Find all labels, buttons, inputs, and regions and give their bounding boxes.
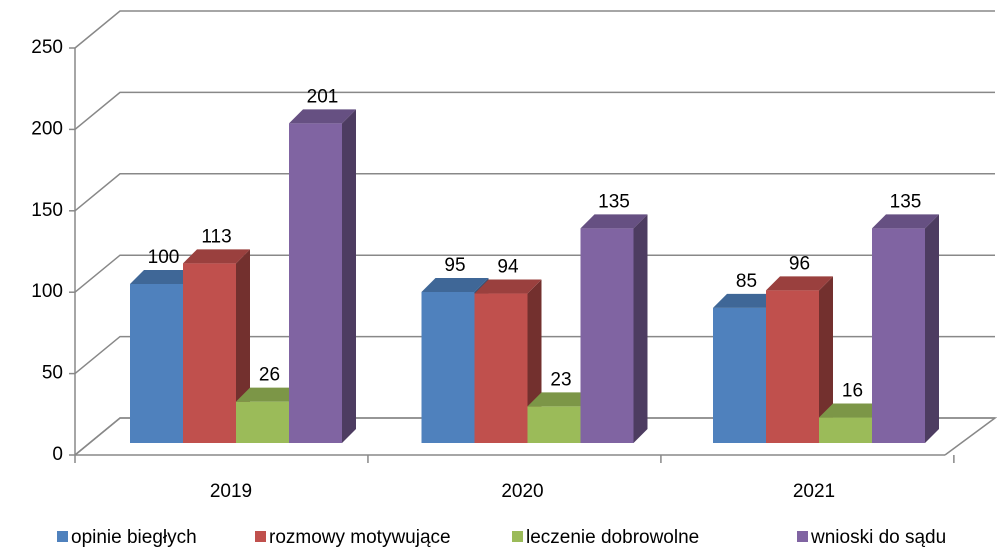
value-label: 26 — [259, 365, 280, 386]
bar — [474, 293, 528, 443]
bar — [130, 284, 183, 443]
x-tick-label: 2021 — [793, 481, 835, 502]
value-label: 135 — [890, 191, 922, 212]
legend-label: wnioski do sądu — [810, 527, 946, 548]
x-tick-label: 2020 — [501, 481, 543, 502]
y-tick-label: 250 — [31, 37, 63, 58]
bar-top — [474, 279, 542, 294]
value-label: 85 — [736, 271, 757, 292]
value-label: 100 — [148, 247, 180, 268]
bar-top — [580, 214, 648, 229]
bar — [872, 228, 925, 443]
grid-line — [74, 10, 995, 49]
value-label: 95 — [444, 255, 465, 276]
bar-top — [183, 249, 250, 264]
value-label: 94 — [497, 257, 519, 278]
legend-swatch — [255, 531, 266, 542]
legend-swatch — [512, 531, 523, 542]
bar — [527, 406, 581, 443]
value-label: 135 — [598, 191, 630, 212]
value-label: 16 — [842, 381, 863, 402]
bar-side — [819, 276, 833, 443]
bar-top — [421, 277, 489, 292]
bar-top — [527, 392, 595, 407]
value-label: 201 — [307, 86, 339, 107]
bar-side — [633, 214, 648, 443]
bar — [819, 417, 872, 443]
value-label: 113 — [201, 226, 231, 247]
bar — [236, 401, 289, 443]
y-tick-label: 100 — [31, 281, 63, 302]
legend-swatch — [57, 531, 68, 542]
bar-side — [925, 214, 939, 443]
grid-line — [74, 254, 995, 293]
bar-top — [766, 276, 833, 291]
y-tick-label: 50 — [42, 363, 63, 384]
legend-label: leczenie dobrowolne — [526, 527, 699, 548]
y-tick-label: 0 — [52, 444, 63, 465]
bar — [713, 307, 766, 443]
bar — [580, 228, 634, 443]
grid-line — [74, 335, 995, 375]
grid-line — [74, 417, 995, 456]
bar-top — [713, 293, 780, 308]
bar-top — [289, 109, 356, 124]
y-tick-label: 150 — [31, 200, 63, 221]
bar — [289, 123, 342, 443]
bar-side — [342, 109, 356, 443]
legend-label: rozmowy motywujące — [269, 527, 451, 548]
value-label: 96 — [789, 253, 810, 274]
value-label: 23 — [550, 369, 571, 390]
bar-top — [236, 387, 303, 402]
grid-line — [74, 91, 995, 130]
legend-label: opinie biegłych — [71, 527, 197, 548]
bar-top — [819, 403, 886, 418]
legend-swatch — [797, 531, 808, 542]
bar-top — [872, 214, 939, 229]
bar — [766, 290, 819, 443]
grid-line — [74, 173, 995, 212]
x-tick-label: 2019 — [210, 481, 252, 502]
bar — [421, 291, 475, 443]
bar — [183, 263, 236, 443]
y-tick-label: 200 — [31, 118, 63, 139]
bar-top — [130, 270, 197, 284]
